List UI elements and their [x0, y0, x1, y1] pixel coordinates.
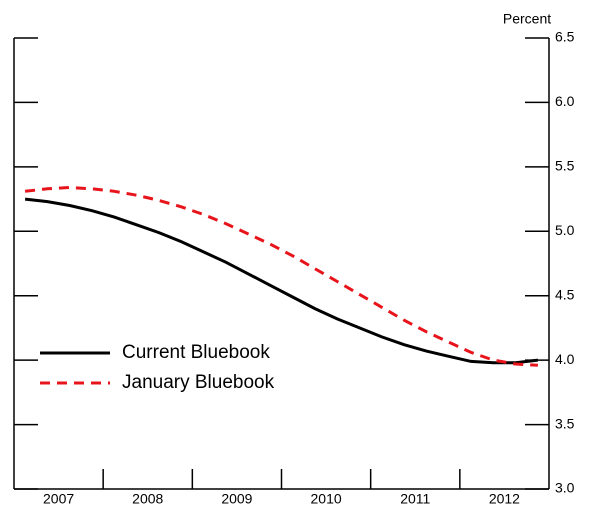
x-tick-label: 2008 [132, 491, 163, 507]
y-axis-label: Percent [503, 11, 551, 27]
legend-label: January Bluebook [122, 372, 275, 393]
series-line [24, 197, 539, 365]
series-line [24, 185, 538, 367]
x-tick-label: 2010 [311, 491, 342, 507]
x-tick-label: 2007 [43, 491, 74, 507]
y-tick-label: 3.0 [555, 480, 575, 496]
y-tick-label: 5.0 [555, 222, 575, 238]
y-tick-label: 5.5 [555, 158, 575, 174]
legend-label: Current Bluebook [122, 342, 270, 363]
y-tick-label: 4.5 [555, 286, 575, 302]
x-tick-label: 2012 [489, 491, 520, 507]
x-tick-label: 2009 [221, 491, 252, 507]
y-tick-label: 6.5 [555, 29, 575, 45]
x-tick-label: 2011 [400, 491, 430, 507]
y-tick-label: 3.5 [555, 415, 575, 431]
y-tick-label: 6.0 [555, 93, 575, 109]
y-tick-label: 4.0 [555, 351, 575, 367]
